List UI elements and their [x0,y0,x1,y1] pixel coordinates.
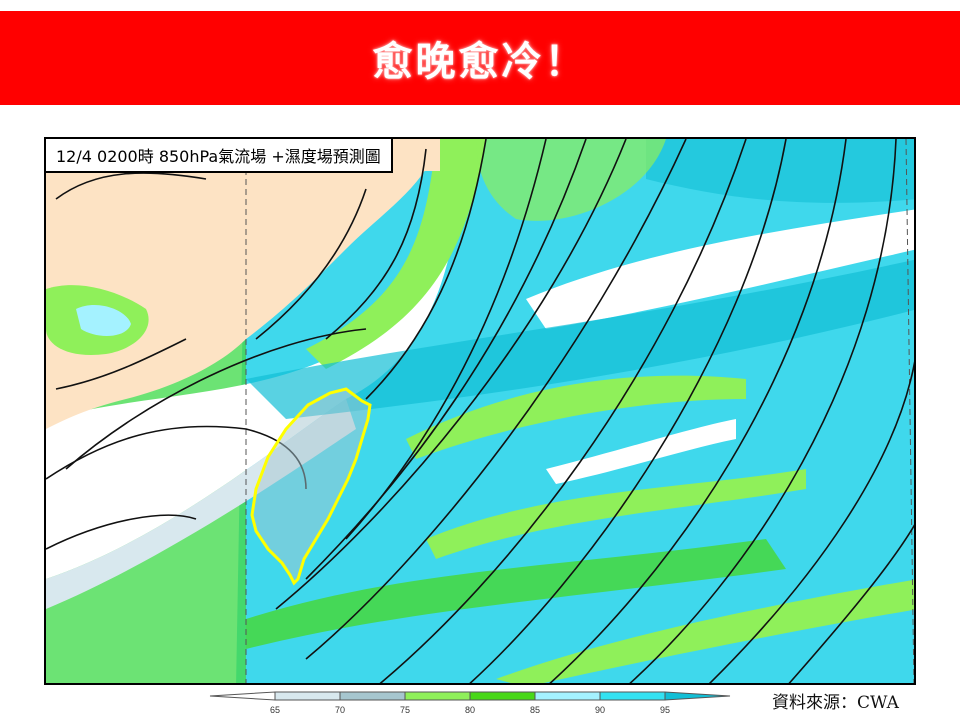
colorbar-tick: 80 [465,705,475,715]
colorbar-segment-85-90 [534,691,601,701]
white-band-mid [546,419,736,484]
colorbar-segment-75-80 [404,691,471,701]
colorbar-tick: 75 [400,705,410,715]
map-caption: 12/4 0200時 850hPa氣流場 +濕度場預測圖 [46,139,393,173]
green-band-upper [306,139,486,369]
green-band-south [246,539,786,649]
colorbar-tick: 85 [530,705,540,715]
colorbar-segment-below-65 [209,691,276,701]
colorbar-tick: 70 [335,705,345,715]
data-source: 資料來源：CWA [772,693,899,713]
humidity-streamline-map [46,139,914,683]
white-band-east [526,209,914,329]
dry-band-white [46,139,466,579]
colorbar-segment-above-95 [664,691,731,701]
colorbar-tick: 90 [595,705,605,715]
green-band-mid [406,375,746,459]
coast-cyan [76,304,131,336]
slide-title: 愈晚愈冷！ [372,39,588,85]
colorbar-tick: 65 [270,705,280,715]
colorbar-segment-65-70 [274,691,341,701]
colorbar-tick: 95 [660,705,670,715]
humidity-colorbar: 65 70 75 80 85 90 95 [209,691,731,715]
green-band-southeast [496,579,914,683]
colorbar-segment-90-95 [599,691,666,701]
cyan-patch [646,139,914,203]
mainland-china [46,169,426,429]
weather-map: 12/4 0200時 850hPa氣流場 +濕度場預測圖 [44,137,916,685]
streamlines [46,139,914,683]
cyan-band [246,259,914,419]
title-banner: 愈晚愈冷！ [0,11,960,105]
colorbar-segment-80-85 [469,691,536,701]
taiwan-outline [250,387,372,586]
colorbar-segment-70-75 [339,691,406,701]
meridian-line [905,139,914,683]
